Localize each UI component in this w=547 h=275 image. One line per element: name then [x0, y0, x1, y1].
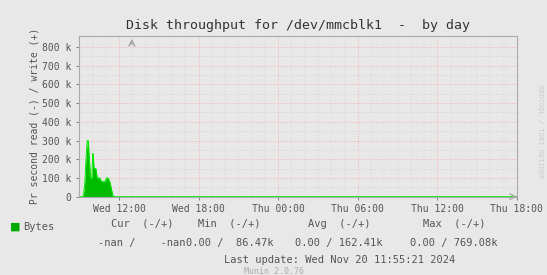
Text: Cur  (-/+): Cur (-/+) — [111, 219, 173, 229]
Text: Avg  (-/+): Avg (-/+) — [308, 219, 370, 229]
Title: Disk throughput for /dev/mmcblk1  -  by day: Disk throughput for /dev/mmcblk1 - by da… — [126, 19, 470, 32]
Text: Max  (-/+): Max (-/+) — [423, 219, 485, 229]
Text: -nan /    -nan: -nan / -nan — [98, 238, 186, 248]
Text: 0.00 / 769.08k: 0.00 / 769.08k — [410, 238, 498, 248]
Text: Min  (-/+): Min (-/+) — [199, 219, 261, 229]
Text: Bytes: Bytes — [23, 222, 54, 232]
Text: ■: ■ — [10, 222, 20, 232]
Text: RRDTOOL / TOBI OETIKER: RRDTOOL / TOBI OETIKER — [537, 85, 543, 179]
Text: Last update: Wed Nov 20 11:55:21 2024: Last update: Wed Nov 20 11:55:21 2024 — [224, 255, 455, 265]
Y-axis label: Pr second read (-) / write (+): Pr second read (-) / write (+) — [30, 28, 39, 204]
Text: 0.00 / 162.41k: 0.00 / 162.41k — [295, 238, 383, 248]
Text: Munin 2.0.76: Munin 2.0.76 — [243, 267, 304, 275]
Text: 0.00 /  86.47k: 0.00 / 86.47k — [186, 238, 274, 248]
